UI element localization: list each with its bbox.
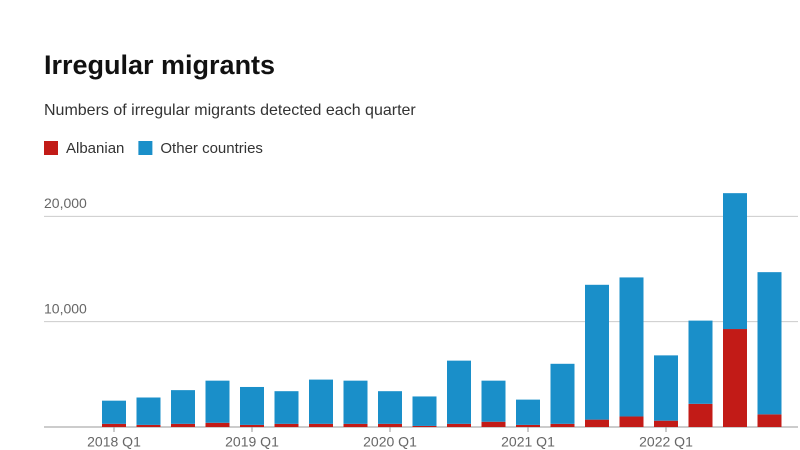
legend-label: Other countries [160, 140, 263, 157]
bar-segment [309, 379, 333, 424]
x-tick-label: 2019 Q1 [225, 434, 279, 450]
bar-segment [240, 424, 264, 427]
bar-segment [619, 416, 644, 427]
bar-segment [585, 284, 609, 420]
bar-segment [102, 400, 126, 424]
bar-segment [205, 380, 230, 423]
bar-segment [619, 277, 644, 417]
x-tick-label: 2018 Q1 [87, 434, 141, 450]
bar-segment [723, 193, 747, 330]
bar-segment [688, 320, 713, 404]
bar-segment [654, 355, 678, 421]
bar-segment [274, 423, 299, 427]
bar-segment [205, 422, 230, 427]
bar-segment [585, 419, 609, 427]
bar-segment [757, 272, 782, 415]
bar-segment [102, 423, 126, 427]
bar-segment [378, 423, 402, 427]
bar-segment [240, 386, 264, 425]
bar-segment [136, 424, 161, 427]
bar-segment [481, 421, 506, 427]
bar-segment [550, 423, 575, 427]
bar-segment [412, 396, 437, 426]
bar-segment [274, 391, 299, 424]
chart-subtitle: Numbers of irregular migrants detected e… [44, 102, 416, 119]
chart-title: Irregular migrants [44, 50, 275, 80]
bar-segment [757, 414, 782, 427]
bar-segment [378, 391, 402, 424]
bar-segment [481, 380, 506, 422]
bar-segment [412, 425, 437, 427]
bar-segment [654, 420, 678, 427]
bar-segment [516, 424, 540, 427]
bar-segment [447, 360, 471, 424]
x-tick-label: 2021 Q1 [501, 434, 555, 450]
bar-segment [516, 399, 540, 425]
y-tick-label: 20,000 [44, 195, 87, 211]
bar-segment [309, 423, 333, 427]
bar-segment [171, 423, 195, 427]
y-tick-label: 10,000 [44, 300, 87, 316]
bar-segment [447, 423, 471, 427]
bar-segment [343, 380, 368, 424]
legend-label: Albanian [66, 140, 124, 157]
bar-segment [550, 363, 575, 424]
legend-swatch [44, 141, 58, 155]
bar-segment [136, 397, 161, 425]
bar-segment [688, 403, 713, 427]
x-tick-label: 2022 Q1 [639, 434, 693, 450]
x-tick-label: 2020 Q1 [363, 434, 417, 450]
bar-segment [343, 423, 368, 427]
bar-segment [171, 390, 195, 424]
bar-segment [723, 329, 747, 427]
legend-swatch [138, 141, 153, 155]
